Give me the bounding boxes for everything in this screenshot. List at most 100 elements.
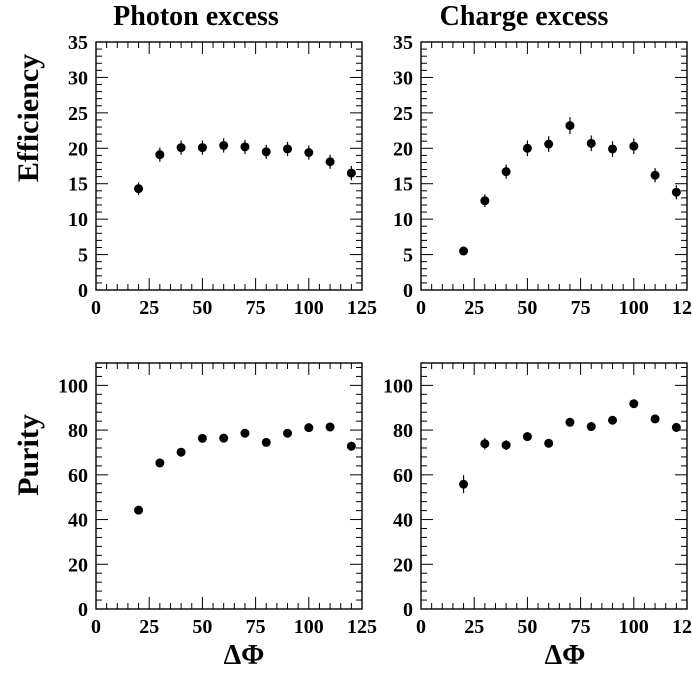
data-point	[671, 187, 681, 197]
x-tick-label: 50	[517, 616, 537, 638]
data-point	[565, 121, 575, 131]
y-tick-label: 100	[58, 375, 88, 397]
data-point	[650, 170, 660, 180]
data-point	[261, 147, 271, 157]
y-tick-label: 20	[68, 138, 88, 160]
x-tick-label: 125	[672, 297, 692, 319]
column-title-photon-excess: Photon excess	[113, 1, 279, 32]
data-point	[283, 144, 293, 154]
data-point	[197, 143, 207, 153]
data-point	[176, 143, 186, 153]
y-tick-label: 0	[403, 599, 413, 621]
x-tick-label: 0	[416, 297, 426, 319]
y-tick-label: 30	[68, 67, 88, 89]
y-tick-label: 15	[68, 174, 88, 196]
x-tick-label: 50	[192, 616, 212, 638]
x-axis-label-right: ΔΦ	[545, 640, 586, 671]
data-point	[219, 140, 229, 150]
x-tick-label: 100	[619, 616, 649, 638]
data-point	[261, 437, 271, 447]
x-tick-label: 100	[619, 297, 649, 319]
plot-frame	[95, 362, 363, 610]
data-point	[346, 168, 356, 178]
x-tick-label: 25	[139, 616, 159, 638]
data-point	[459, 479, 469, 489]
y-tick-label: 40	[68, 510, 88, 532]
y-tick-label: 100	[383, 375, 413, 397]
y-tick-label: 15	[393, 174, 413, 196]
data-point	[608, 415, 618, 425]
y-tick-label: 60	[393, 465, 413, 487]
x-tick-label: 75	[246, 297, 266, 319]
x-tick-label: 25	[139, 297, 159, 319]
data-point	[480, 439, 490, 449]
y-tick-label: 80	[68, 420, 88, 442]
x-tick-label: 25	[464, 297, 484, 319]
data-point	[629, 399, 639, 409]
x-tick-label: 50	[517, 297, 537, 319]
purity-charge-panel: 0 25 50 75 100 125 0 20 40 60 80 100	[383, 362, 692, 638]
data-point	[522, 432, 532, 442]
y-tick-label: 30	[393, 67, 413, 89]
data-point	[325, 157, 335, 167]
x-tick-label: 125	[347, 616, 377, 638]
row-label-efficiency: Efficiency	[12, 54, 45, 182]
data-point	[134, 505, 144, 515]
data-point	[176, 447, 186, 457]
y-tick-label: 25	[393, 103, 413, 125]
data-point	[197, 433, 207, 443]
column-title-charge-excess: Charge excess	[440, 1, 609, 32]
x-tick-label: 75	[571, 616, 591, 638]
data-point	[650, 414, 660, 424]
y-tick-label: 5	[78, 245, 88, 267]
x-tick-label: 0	[416, 616, 426, 638]
x-tick-label: 0	[91, 616, 101, 638]
data-point	[544, 438, 554, 448]
data-point	[304, 148, 314, 158]
plot-frame	[95, 41, 363, 291]
data-point	[501, 440, 511, 450]
purity-photon-panel: 0 25 50 75 100 125 0 20 40 60 80 100	[58, 362, 377, 638]
data-point	[240, 142, 250, 152]
efficiency-photon-panel: 0 25 50 75 100 125 0 5 10 15 20 25 30 35	[68, 32, 377, 319]
x-tick-label: 50	[192, 297, 212, 319]
y-tick-label: 0	[78, 280, 88, 302]
data-point	[346, 441, 356, 451]
data-point	[544, 139, 554, 149]
data-point	[671, 422, 681, 432]
y-tick-label: 10	[393, 209, 413, 231]
data-point	[480, 196, 490, 206]
y-tick-label: 60	[68, 465, 88, 487]
data-point	[219, 433, 229, 443]
data-point	[304, 423, 314, 433]
efficiency-charge-panel: 0 25 50 75 100 125 0 5 10 15 20 25 30 35	[393, 32, 692, 319]
y-tick-label: 20	[68, 554, 88, 576]
y-tick-label: 40	[393, 510, 413, 532]
x-tick-label: 125	[672, 616, 692, 638]
y-tick-label: 10	[68, 209, 88, 231]
data-point	[586, 422, 596, 432]
x-tick-label: 25	[464, 616, 484, 638]
data-point	[522, 143, 532, 153]
data-point	[459, 246, 469, 256]
y-tick-label: 0	[78, 599, 88, 621]
row-label-purity: Purity	[12, 414, 45, 496]
data-point	[240, 428, 250, 438]
data-point	[283, 428, 293, 438]
data-point	[134, 184, 144, 194]
data-point	[325, 422, 335, 432]
data-point	[586, 138, 596, 148]
x-tick-label: 100	[294, 616, 324, 638]
y-tick-label: 35	[393, 32, 413, 54]
data-point	[155, 458, 165, 468]
x-tick-label: 75	[571, 297, 591, 319]
y-tick-label: 20	[393, 554, 413, 576]
y-tick-label: 5	[403, 245, 413, 267]
x-tick-label: 125	[347, 297, 377, 319]
y-tick-label: 25	[68, 103, 88, 125]
y-tick-label: 80	[393, 420, 413, 442]
data-point	[155, 150, 165, 160]
x-tick-label: 75	[246, 616, 266, 638]
data-point	[565, 417, 575, 427]
